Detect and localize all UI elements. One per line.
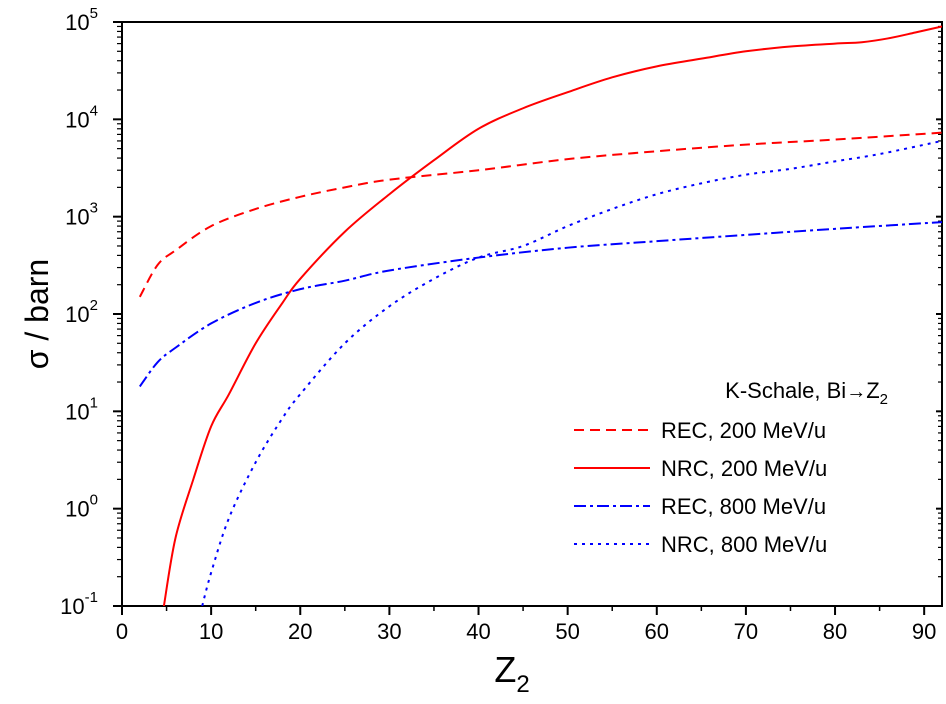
y-tick-base: 10 (60, 594, 84, 619)
x-tick-label: 80 (823, 619, 847, 644)
legend-label-nrc-800-mev-u: NRC, 800 MeV/u (661, 532, 827, 557)
y-tick-base: 10 (65, 10, 89, 35)
x-axis-ticks: 0 10 20 30 40 50 60 70 80 90 (116, 606, 936, 644)
x-tick-label: 60 (645, 619, 669, 644)
y-tick-exponent: -1 (85, 589, 98, 606)
y-tick-exponent: 5 (90, 5, 98, 22)
legend-title-sub: 2 (880, 391, 888, 408)
y-tick-label: 101 (65, 394, 98, 424)
y-tick-label: 102 (65, 297, 98, 327)
x-axis-title-main: Z (494, 649, 516, 690)
y-tick-exponent: 2 (90, 297, 98, 314)
x-tick-label: 30 (377, 619, 401, 644)
x-tick-label: 10 (199, 619, 223, 644)
y-tick-base: 10 (65, 399, 89, 424)
y-tick-exponent: 0 (90, 492, 98, 509)
y-tick-label: 103 (65, 200, 98, 230)
x-tick-label: 90 (912, 619, 936, 644)
legend-title-z: Z (866, 378, 879, 403)
x-tick-label: 70 (734, 619, 758, 644)
y-axis-title: σ / barn (19, 259, 55, 369)
series-line-rec-800-mev-u (139, 221, 942, 388)
series-line-nrc-200-mev-u (162, 25, 942, 606)
y-tick-label: 104 (65, 102, 98, 132)
x-axis-title-sub: 2 (516, 671, 529, 698)
x-tick-label: 50 (555, 619, 579, 644)
y-tick-label: 10-1 (60, 589, 98, 619)
y-tick-exponent: 4 (90, 102, 98, 119)
series-line-rec-200-mev-u (138, 131, 942, 298)
x-tick-label: 40 (466, 619, 490, 644)
x-tick-label: 0 (116, 619, 128, 644)
x-axis-title: Z2 (494, 649, 529, 698)
legend-title: K-Schale, Bi→Z2 (725, 378, 888, 408)
y-tick-base: 10 (65, 205, 89, 230)
y-tick-base: 10 (65, 497, 89, 522)
legend-title-arrow-icon: → (846, 381, 866, 403)
y-tick-label: 100 (65, 492, 98, 522)
y-tick-exponent: 3 (90, 200, 98, 217)
legend-label-rec-800-mev-u: REC, 800 MeV/u (661, 494, 826, 519)
legend-label-rec-200-mev-u: REC, 200 MeV/u (661, 418, 826, 443)
y-tick-base: 10 (65, 302, 89, 327)
y-tick-base: 10 (65, 107, 89, 132)
x-tick-label: 20 (288, 619, 312, 644)
legend-title-main: K-Schale, Bi (725, 378, 846, 403)
series-layer (138, 25, 942, 606)
legend: K-Schale, Bi→Z2 REC, 200 MeV/u NRC, 200 M… (574, 378, 888, 557)
series-line-nrc-800-mev-u (201, 139, 942, 606)
y-tick-exponent: 1 (90, 394, 98, 411)
legend-label-nrc-200-mev-u: NRC, 200 MeV/u (661, 456, 827, 481)
y-tick-label: 105 (65, 5, 98, 35)
